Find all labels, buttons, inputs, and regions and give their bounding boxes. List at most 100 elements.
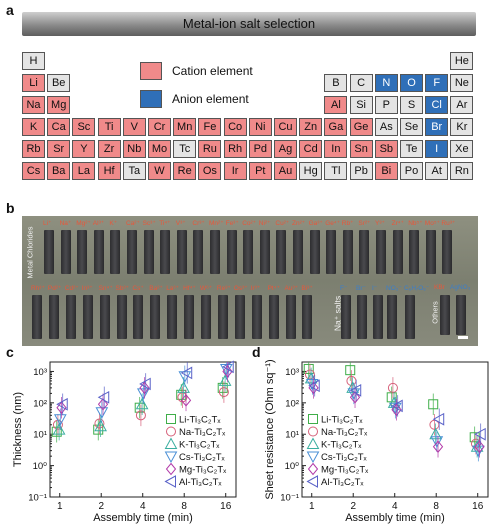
x-tick-label: 1	[57, 501, 63, 512]
ion-label: Co²⁺	[242, 220, 257, 227]
element-ne: Ne	[450, 74, 474, 92]
data-point	[180, 366, 193, 380]
element-c: C	[349, 74, 373, 92]
element-ni: Ni	[248, 118, 272, 136]
data-point	[97, 390, 110, 404]
element-f: F	[425, 74, 449, 92]
data-point	[471, 445, 485, 458]
data-point	[474, 440, 485, 454]
element-nb: Nb	[122, 140, 146, 158]
panel-label-d: d	[252, 344, 261, 360]
film-strip	[442, 230, 453, 274]
legend-entry: Al-Ti₃C₂Tₓ	[179, 477, 222, 488]
ion-label: C₆H₇O₆⁻	[404, 285, 430, 292]
element-zr: Zr	[97, 140, 121, 158]
element-fe: Fe	[198, 118, 222, 136]
y-tick-label: 10¹	[285, 430, 299, 441]
film-strip	[210, 230, 220, 274]
ion-label: Hf⁴⁺	[183, 285, 196, 292]
ion-label: Li⁺	[43, 220, 52, 227]
ion-label: Ba²⁺	[149, 285, 163, 292]
data-point	[56, 401, 67, 414]
legend-entry: Li-Ti₃C₂Tₓ	[179, 415, 221, 426]
ion-label: Os³⁺	[233, 285, 248, 292]
film-strip	[176, 230, 187, 274]
element-mg: Mg	[47, 96, 71, 114]
element-ca: Ca	[47, 118, 71, 136]
data-point	[164, 437, 178, 449]
ion-label: Cu²⁺	[275, 220, 290, 227]
data-point	[139, 381, 150, 395]
film-strip	[373, 295, 383, 339]
ion-label: V³⁺	[175, 220, 186, 227]
x-tick-label: 4	[392, 501, 398, 512]
sheet-resistance-chart: 10⁻¹ 10⁰ 10¹ 10² 10³ 1 2 4 8 16 Assembly time (min…	[264, 359, 489, 524]
panel-label-a: a	[6, 2, 14, 18]
film-strip	[357, 295, 367, 339]
element-co: Co	[223, 118, 247, 136]
film-strip	[82, 295, 93, 339]
film-strip	[456, 295, 466, 335]
film-strip	[409, 230, 420, 274]
data-point	[166, 426, 176, 437]
ion-label: KBr	[434, 284, 445, 291]
element-mn: Mn	[173, 118, 197, 136]
element-li: Li	[22, 74, 45, 92]
film-strip	[77, 230, 88, 274]
element-pt: Pt	[248, 162, 272, 180]
ion-label: Sc³⁺	[142, 220, 156, 227]
ion-label: Al³⁺	[92, 220, 105, 227]
element-ir: Ir	[223, 162, 247, 180]
data-point	[349, 384, 362, 397]
legend-entry: Cs-Ti₃C₂Tₓ	[321, 452, 368, 463]
data-point	[135, 410, 146, 421]
table-title: Metal-ion salt selection	[22, 12, 476, 36]
ion-label: Sn⁴⁺	[98, 285, 113, 292]
element-cr: Cr	[148, 118, 171, 136]
cation-legend-label: Cation element	[172, 64, 253, 78]
film-strip	[405, 295, 415, 339]
ion-label: Zn²⁺	[292, 220, 306, 227]
element-ta: Ta	[122, 162, 146, 180]
data-point	[303, 363, 314, 374]
ion-label: Rb⁺	[341, 220, 354, 227]
anion-legend-swatch	[140, 90, 162, 108]
element-al: Al	[324, 96, 348, 114]
film-strip	[251, 295, 262, 339]
x-tick-label: 4	[140, 501, 146, 512]
panel-label-b: b	[6, 200, 15, 216]
film-strip	[359, 230, 370, 274]
element-hf: Hf	[97, 162, 121, 180]
legend-entry: Na-Ti₃C₂Tₓ	[321, 427, 368, 438]
data-point	[164, 451, 178, 464]
element-k: K	[22, 118, 45, 136]
element-te: Te	[400, 140, 423, 158]
ion-label: Sr²⁺	[358, 220, 371, 227]
element-h: H	[22, 52, 45, 70]
film-strip	[150, 295, 161, 339]
data-point	[135, 397, 149, 410]
data-point	[53, 414, 67, 426]
film-strip	[184, 295, 195, 339]
element-sc: Sc	[72, 118, 96, 136]
film-strip	[425, 230, 436, 274]
element-si: Si	[349, 96, 373, 114]
legend-entry: Al-Ti₃C₂Tₓ	[321, 477, 364, 488]
film-strip	[116, 295, 127, 339]
element-at: At	[425, 162, 449, 180]
film-strip	[217, 295, 228, 339]
data-point	[222, 360, 234, 374]
data-point	[304, 371, 318, 384]
element-i: I	[425, 140, 449, 158]
element-b: B	[324, 74, 348, 92]
element-sb: Sb	[374, 140, 398, 158]
data-point	[177, 381, 190, 393]
data-point	[165, 462, 177, 476]
element-pd: Pd	[248, 140, 272, 158]
element-ar: Ar	[450, 96, 474, 114]
ion-label: Nb⁵⁺	[408, 220, 423, 227]
data-point	[94, 419, 107, 432]
y-tick-label: 10²	[33, 398, 47, 409]
ion-label: Ru³⁺	[441, 220, 456, 227]
scale-bar	[458, 336, 468, 339]
